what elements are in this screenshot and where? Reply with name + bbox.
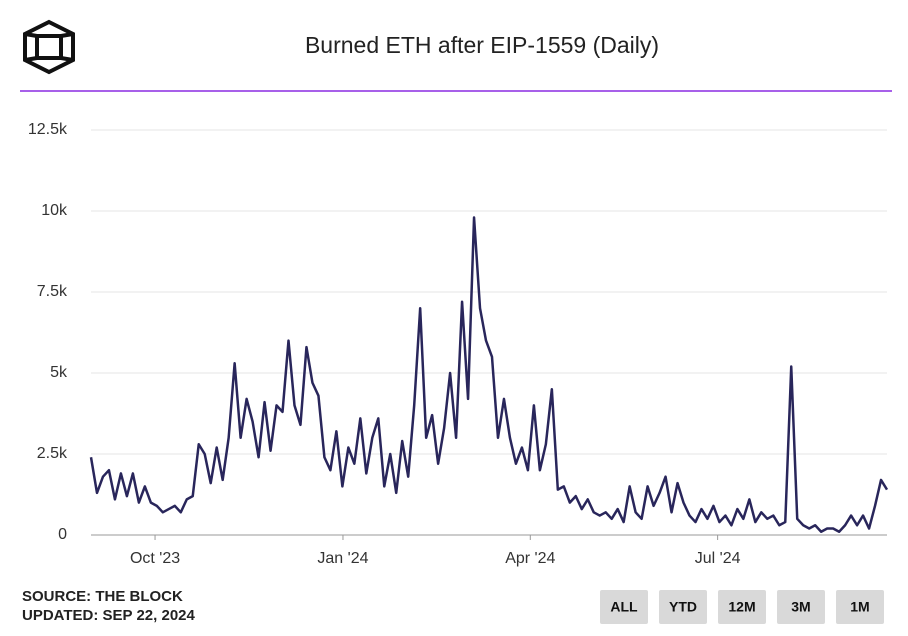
range-button[interactable]: 3M — [777, 590, 825, 624]
y-tick-label: 5k — [50, 364, 68, 381]
range-button[interactable]: YTD — [659, 590, 707, 624]
range-button[interactable]: ALL — [600, 590, 648, 624]
button-bg — [718, 590, 766, 624]
x-tick-label: Jan '24 — [317, 550, 368, 567]
button-label[interactable]: 12M — [728, 599, 755, 615]
x-tick-label: Apr '24 — [505, 550, 555, 567]
y-tick-label: 10k — [41, 202, 68, 219]
range-button[interactable]: 1M — [836, 590, 884, 624]
x-tick-label: Oct '23 — [130, 550, 180, 567]
button-bg — [600, 590, 648, 624]
chart-title: Burned ETH after EIP-1559 (Daily) — [305, 32, 659, 58]
y-tick-label: 2.5k — [37, 445, 68, 462]
range-button[interactable]: 12M — [718, 590, 766, 624]
button-bg — [836, 590, 884, 624]
y-tick-label: 0 — [58, 526, 67, 543]
updated: UPDATED: SEP 22, 2024 — [22, 607, 196, 624]
button-label[interactable]: YTD — [669, 599, 697, 615]
source: SOURCE: THE BLOCK — [22, 588, 183, 605]
data-line — [89, 216, 889, 534]
y-tick-label: 12.5k — [28, 121, 68, 138]
button-label[interactable]: ALL — [610, 599, 638, 615]
button-label[interactable]: 3M — [791, 599, 810, 615]
button-label[interactable]: 1M — [850, 599, 869, 615]
x-tick-label: Jul '24 — [695, 550, 741, 567]
button-bg — [777, 590, 825, 624]
logo — [23, 19, 75, 75]
y-tick-label: 7.5k — [37, 283, 68, 300]
button-bg — [659, 590, 707, 624]
